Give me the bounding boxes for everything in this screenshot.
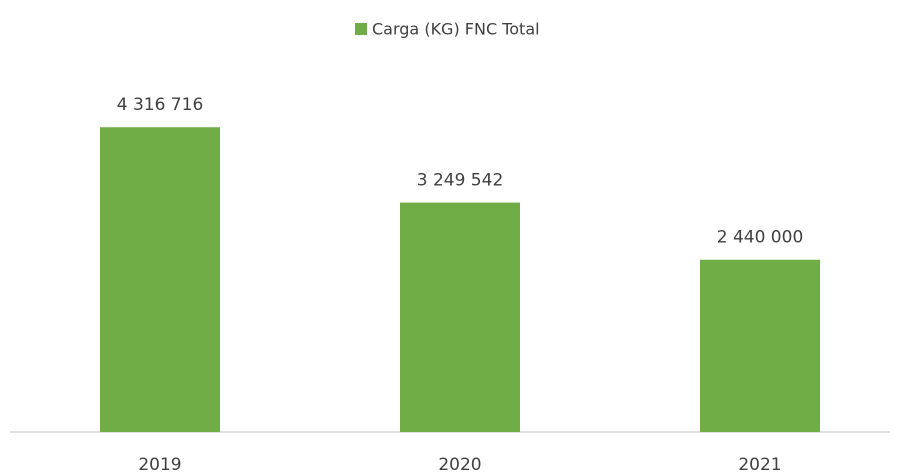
x-tick-label: 2021 bbox=[738, 455, 781, 475]
bar bbox=[700, 259, 820, 432]
legend-swatch bbox=[355, 23, 367, 35]
x-tick-label: 2020 bbox=[438, 455, 481, 475]
data-label: 4 316 716 bbox=[117, 95, 204, 115]
data-label: 3 249 542 bbox=[417, 171, 504, 191]
bar bbox=[100, 127, 220, 432]
bar bbox=[400, 202, 520, 432]
data-label: 2 440 000 bbox=[717, 228, 804, 248]
x-tick-label: 2019 bbox=[138, 455, 181, 475]
legend-label: Carga (KG) FNC Total bbox=[372, 20, 540, 39]
